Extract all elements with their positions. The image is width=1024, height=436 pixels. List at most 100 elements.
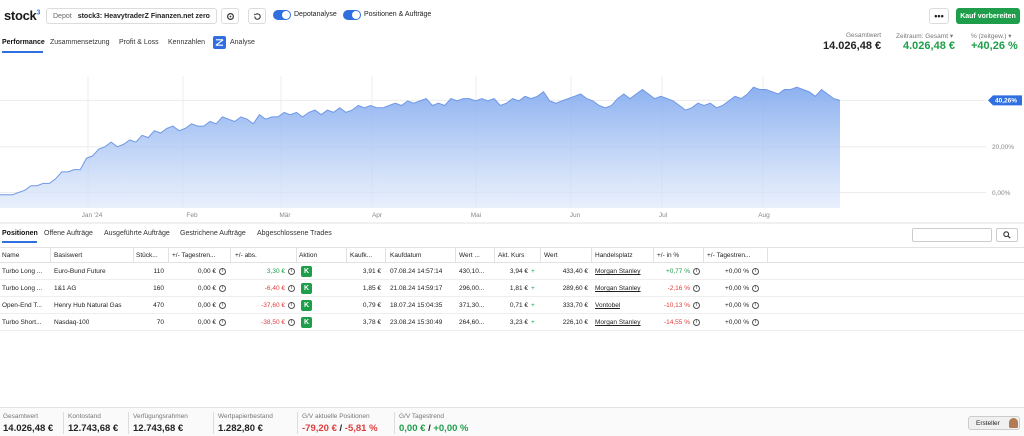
col-name[interactable]: Name [2, 252, 20, 259]
positionen-label: Positionen & Aufträge [364, 11, 432, 18]
pos-tab-offene-auftraege[interactable]: Offene Aufträge [44, 230, 93, 237]
cell-handelsplatz[interactable]: Morgan Stanley [595, 268, 641, 275]
summary-gesamtwert-value: 14.026,48 € [823, 40, 882, 52]
tab-performance[interactable]: Performance [2, 39, 45, 46]
col-aktion[interactable]: Aktion [299, 252, 318, 259]
info-icon[interactable]: i [219, 319, 226, 326]
col-tagestrend[interactable]: +/- Tagestren... [172, 252, 216, 259]
tab-kennzahlen[interactable]: Kennzahlen [168, 39, 205, 46]
y-tick-label: 0,00% [992, 190, 1011, 197]
tab-profit-loss[interactable]: Profit & Loss [119, 39, 159, 46]
info-icon[interactable]: i [219, 268, 226, 275]
search-button[interactable] [996, 228, 1018, 242]
kaufen-button[interactable]: K [301, 283, 312, 294]
tab-zusammensetzung[interactable]: Zusammensetzung [50, 39, 110, 46]
pos-tab-abgeschlossene-trades[interactable]: Abgeschlossene Trades [257, 230, 332, 237]
analyse-icon[interactable] [213, 36, 226, 49]
cell-basiswert: Euro-Bund Future [54, 268, 106, 275]
cell-kaufkurs: 3,78 € [362, 319, 381, 326]
summary-pct-value: +40,26 % [971, 40, 1018, 52]
depotanalyse-toggle[interactable] [273, 10, 291, 20]
footer-konto-label: Kontostand [68, 413, 101, 420]
cell-name: Open-End T... [2, 302, 42, 309]
avatar[interactable] [1009, 418, 1018, 428]
info-icon[interactable]: i [693, 268, 700, 275]
cell-basiswert: 1&1 AG [54, 285, 77, 292]
settings-button[interactable] [221, 8, 239, 24]
cell-abs: -37,60 € i [235, 302, 295, 309]
info-icon[interactable]: i [288, 285, 295, 292]
footer-gvt-label: G/V Tagestrend [399, 413, 445, 420]
info-icon[interactable]: i [288, 302, 295, 309]
cell-kaufdatum: 18.07.24 15:04:35 [390, 302, 443, 309]
info-icon[interactable]: i [219, 285, 226, 292]
pos-tab-gestrichene-auftraege[interactable]: Gestrichene Aufträge [180, 230, 246, 237]
info-icon[interactable]: i [752, 268, 759, 275]
x-tick-label: Jun [570, 212, 581, 219]
up-icon: + [531, 268, 535, 275]
cell-handelsplatz[interactable]: Morgan Stanley [595, 319, 641, 326]
footer-gv-label: G/V aktuelle Positionen [302, 413, 370, 420]
footer-gv-abs: -79,20 € [302, 423, 337, 434]
cell-kaufkurs: 1,85 € [362, 285, 381, 292]
performance-chart[interactable]: Jan '24 Feb Mär Apr Mai Jun Jul Aug 40,26% 20,00… [0, 76, 1024, 224]
col-wert-kauf[interactable]: Wert ... [459, 252, 480, 259]
summary-zeitraum-selector[interactable]: Zeitraum: Gesamt ▾ [896, 33, 954, 40]
cell-name: Turbo Short... [2, 319, 42, 326]
info-icon[interactable]: i [752, 319, 759, 326]
col-akt-kurs[interactable]: Akt. Kurs [498, 252, 525, 259]
cell-kaufkurs: 0,79 € [362, 302, 381, 309]
info-icon[interactable]: i [288, 319, 295, 326]
summary-pct-selector[interactable]: % (zeitgew.) ▾ [971, 33, 1012, 40]
cell-abs: 3,30 € i [235, 268, 295, 275]
table-row[interactable]: Turbo Short... Nasdaq-100 70 0,00 € i -38,50 … [0, 315, 1024, 331]
search-input[interactable] [912, 228, 992, 242]
up-icon: + [531, 319, 535, 326]
footer-wp-value: 1.282,80 € [218, 423, 263, 434]
cell-pct: -14,55 % i [657, 319, 700, 326]
col-tagestrend-pct[interactable]: +/- Tagestren... [707, 252, 751, 259]
table-row[interactable]: Turbo Long ... 1&1 AG 160 0,00 € i -6,40 € i 1,… [0, 281, 1024, 297]
info-icon[interactable]: i [693, 319, 700, 326]
tab-analyse[interactable]: Analyse [230, 39, 255, 46]
x-tick-label: Aug [758, 212, 770, 219]
cell-handelsplatz[interactable]: Morgan Stanley [595, 285, 641, 292]
info-icon[interactable]: i [219, 302, 226, 309]
pos-tab-ausgefuehrte-auftraege[interactable]: Ausgeführte Aufträge [104, 230, 170, 237]
kaufen-button[interactable]: K [301, 317, 312, 328]
info-icon[interactable]: i [752, 285, 759, 292]
pos-tab-positionen[interactable]: Positionen [2, 230, 38, 237]
ersteller-button[interactable]: Ersteller [968, 416, 1020, 430]
cell-kaufdatum: 21.08.24 14:59:17 [390, 285, 443, 292]
table-row[interactable]: Turbo Long ... Euro-Bund Future 110 0,00 € i… [0, 264, 1024, 280]
col-pct[interactable]: +/- in % [657, 252, 680, 259]
refresh-button[interactable] [248, 8, 266, 24]
col-basiswert[interactable]: Basiswert [54, 252, 83, 259]
more-button[interactable]: ••• [929, 8, 949, 24]
col-abs[interactable]: +/- abs. [235, 252, 257, 259]
col-kaufkurs[interactable]: Kaufk... [350, 252, 373, 259]
col-kaufdatum[interactable]: Kaufdatum [390, 252, 422, 259]
footer-gvt-separator: / [428, 423, 431, 434]
col-stueck[interactable]: Stück... [136, 252, 158, 259]
kaufen-button[interactable]: K [301, 300, 312, 311]
buy-button[interactable]: Kauf vorbereiten [956, 8, 1020, 24]
info-icon[interactable]: i [752, 302, 759, 309]
info-icon[interactable]: i [288, 268, 295, 275]
table-row[interactable]: Open-End T... Henry Hub Natural Gas 470 0,0… [0, 298, 1024, 314]
col-handelsplatz[interactable]: Handelsplatz [595, 252, 633, 259]
cell-handelsplatz[interactable]: Vontobel [595, 302, 621, 309]
cell-wert: 433,40 € [562, 268, 588, 275]
logo[interactable]: stock3 [4, 8, 41, 23]
cell-wert-kauf: 430,10... [459, 268, 485, 275]
col-wert[interactable]: Wert [544, 252, 558, 259]
kaufen-button[interactable]: K [301, 266, 312, 277]
depot-selector[interactable]: Depot stock3: HeavytraderZ Finanzen.net … [46, 8, 217, 24]
info-icon[interactable]: i [693, 285, 700, 292]
info-icon[interactable]: i [693, 302, 700, 309]
performance-area [0, 87, 840, 208]
positionen-toggle[interactable] [343, 10, 361, 20]
cell-abs: -38,50 € i [235, 319, 295, 326]
footer-verf-label: Verfügungsrahmen [133, 413, 188, 420]
cell-kaufkurs: 3,91 € [362, 268, 381, 275]
